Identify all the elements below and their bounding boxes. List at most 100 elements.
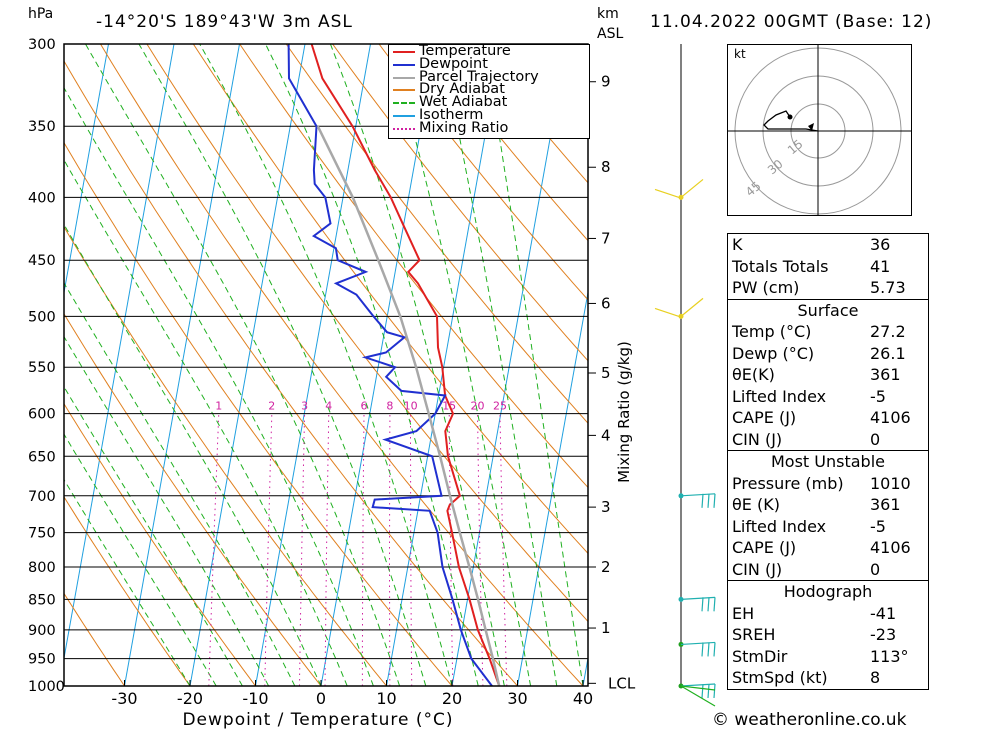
mixing-ratio-label: 4: [325, 400, 332, 413]
surface-block: Surface Temp (°C) 27.2 Dewp (°C) 26.1 θE(K…: [728, 300, 928, 451]
wind-barb-feather: [707, 597, 710, 612]
x-tick-label: 20: [442, 689, 462, 708]
km-tick-label: 2: [601, 558, 611, 576]
legend-label: Dry Adiabat: [419, 81, 505, 98]
km-tick-label: 7: [601, 229, 611, 247]
indices-block: K 36 Totals Totals 41 PW (cm) 5.73: [728, 234, 928, 300]
dry-adiabat-line: [332, 44, 588, 362]
surface-row-dewp: Dewp (°C) 26.1: [732, 343, 906, 363]
wind-barb-shaft: [680, 685, 716, 691]
km-tick-label: LCL: [608, 674, 636, 692]
index-row-k: K 36: [732, 235, 891, 254]
mixing-ratio-label: 20: [471, 400, 485, 413]
wind-barb-shaft: [680, 641, 716, 646]
km-tick-label: 6: [601, 294, 611, 312]
pressure-tick-label: 500: [28, 309, 56, 325]
legend-swatch: [393, 127, 415, 130]
wet-adiabat-line: [484, 44, 584, 686]
mixing-ratio-label: 2: [268, 400, 275, 413]
parcel-trajectory-series: [316, 125, 501, 686]
dry-adiabat-line: [285, 44, 588, 424]
legend-swatch: [393, 51, 415, 53]
wind-barb-feather: [707, 493, 710, 508]
wind-barb-shaft: [680, 493, 716, 497]
legend-swatch: [393, 76, 415, 79]
wind-barb-shaft: [680, 297, 704, 317]
wet-adiabat-line: [439, 44, 558, 686]
index-row-pw: PW (cm) 5.73: [732, 278, 906, 297]
legend-label: Wet Adiabat: [419, 94, 508, 111]
pressure-tick-label: 400: [28, 190, 56, 206]
wind-barb-feather: [713, 597, 716, 612]
wet-adiabat-line: [199, 44, 453, 686]
hodo-trace: [763, 110, 819, 132]
wind-barb-feather: [654, 188, 680, 198]
wind-barb-feather: [707, 683, 710, 699]
km-tick-label: 4: [601, 426, 611, 444]
wet-adiabat-line: [64, 223, 322, 686]
mixing-ratio-label: 25: [493, 400, 507, 413]
index-row-totals: Totals Totals 41: [732, 256, 891, 276]
legend-swatch: [393, 89, 415, 92]
pressure-tick-label: 750: [28, 526, 56, 542]
legend-swatch: [393, 114, 415, 117]
hodo-row-stmdir: StmDir 113°: [732, 646, 909, 666]
pressure-tick-label: 850: [28, 592, 56, 608]
mixing-ratio-line: [499, 413, 508, 686]
wind-barb-feather: [701, 683, 704, 699]
pressure-tick-label: 700: [28, 489, 56, 505]
surface-row-li: Lifted Index -5: [732, 386, 886, 406]
isotherm-line: [451, 44, 568, 686]
wind-barb-shaft: [680, 683, 716, 687]
km-unit-label: km: [597, 6, 619, 22]
km-tick-label: 8: [601, 158, 611, 176]
mixing-ratio-label: 8: [386, 400, 393, 413]
legend-label: Isotherm: [419, 106, 484, 123]
x-tick-label: 10: [376, 689, 396, 708]
legend-swatch: [393, 63, 415, 66]
isotherm-line: [517, 289, 588, 686]
hodo-row-stmspd: StmSpd (kt) 8: [732, 668, 881, 687]
hodograph-panel: kt 15 30 45: [727, 44, 912, 216]
hodograph-svg: kt 15 30 45: [728, 45, 911, 215]
hodo-point: [787, 114, 793, 120]
wind-barb-feather: [707, 642, 710, 657]
hodo-unit-label: kt: [734, 47, 746, 61]
legend-item: Dewpoint: [389, 55, 589, 72]
legend-label: Mixing Ratio: [419, 119, 509, 136]
pressure-tick-label: 550: [28, 360, 56, 376]
mu-row-pressure: Pressure (mb) 1010: [732, 473, 911, 493]
km-tick-label: 3: [601, 498, 611, 516]
legend-item: Wet Adiabat: [389, 94, 589, 111]
indices-table: K 36 Totals Totals 41 PW (cm) 5.73 Surface …: [727, 233, 929, 690]
surface-title: Surface: [797, 300, 859, 320]
plot-area: 1 2 3 4 6 8 10 15 20 25: [64, 44, 588, 686]
pressure-tick-label: 1000: [28, 679, 65, 695]
mixing-ratio-label: 10: [404, 400, 418, 413]
legend-item: Dry Adiabat: [389, 81, 589, 98]
x-tick-label: 0: [316, 689, 326, 708]
chart-legend: Temperature Dewpoint Parcel Trajectory Dry …: [388, 44, 590, 139]
wet-adiabat-line: [329, 44, 505, 686]
wind-barb-feather: [713, 683, 716, 699]
isotherm-line: [386, 44, 502, 686]
legend-label: Dewpoint: [419, 55, 488, 72]
wind-barb-shaft: [680, 178, 704, 198]
hpa-unit-label: hPa: [28, 6, 54, 22]
wind-barb-shaft: [680, 685, 716, 707]
dry-adiabat-line: [64, 592, 125, 686]
isotherm-line: [124, 44, 240, 686]
legend-label: Temperature: [419, 43, 511, 59]
pressure-tick-label: 450: [28, 253, 56, 269]
location-title: -14°20'S 189°43'W 3m ASL: [96, 12, 353, 32]
x-tick-label: -20: [177, 689, 203, 708]
isotherm-line: [189, 44, 306, 686]
mu-row-li: Lifted Index -5: [732, 516, 886, 536]
pressure-tick-label: 900: [28, 623, 56, 639]
x-tick-label: -10: [242, 689, 268, 708]
mixing-ratio-label: 3: [301, 400, 308, 413]
legend-item: Temperature: [389, 43, 589, 59]
pressure-tick-label: 950: [28, 652, 56, 668]
x-tick-label: 30: [507, 689, 527, 708]
